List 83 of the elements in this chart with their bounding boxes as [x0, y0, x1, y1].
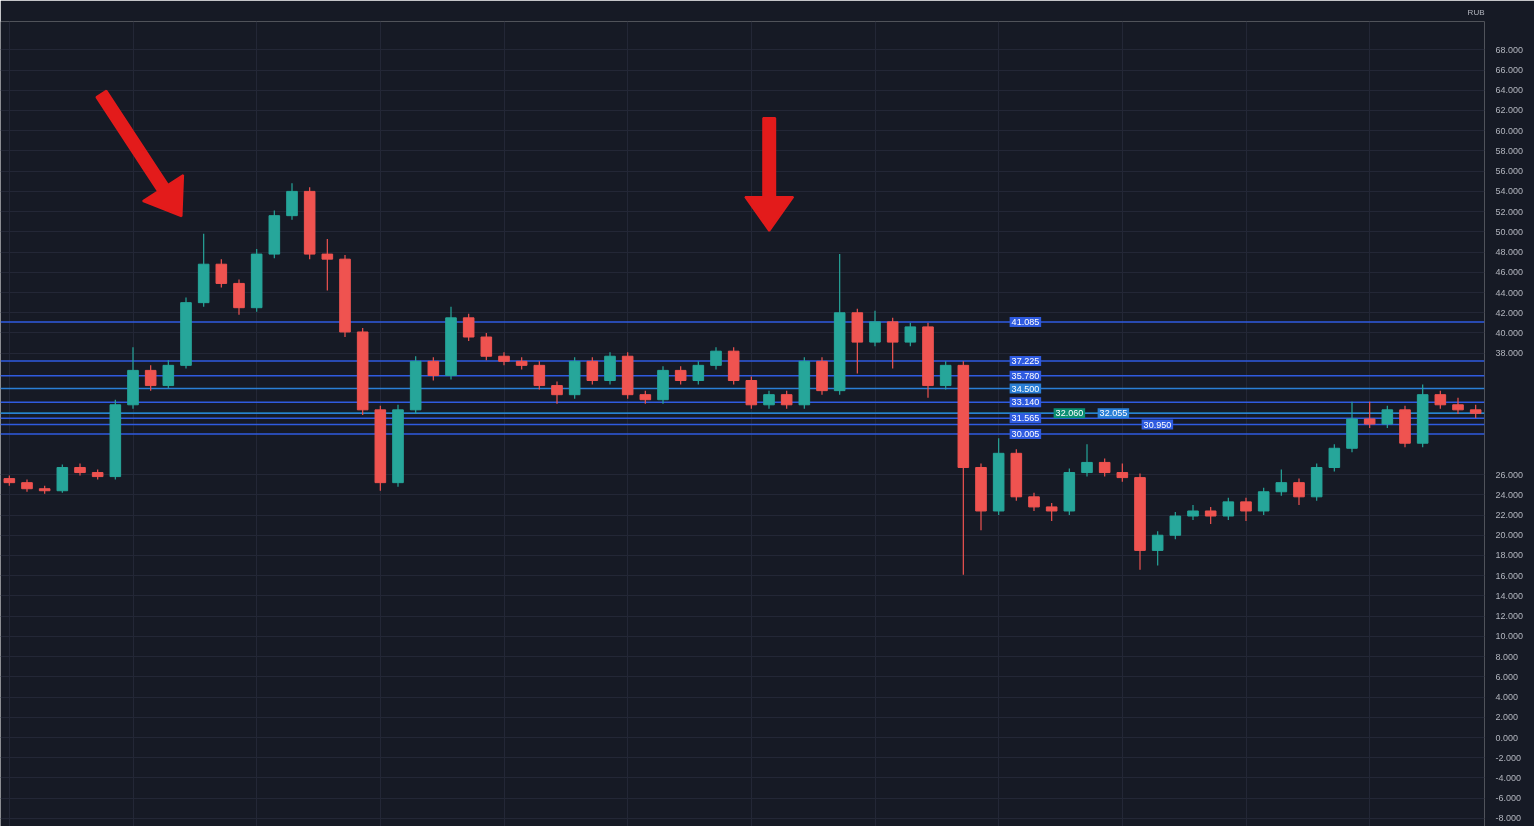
candlestick: [710, 346, 722, 370]
ref-line-label: 32.060: [1055, 408, 1084, 419]
y-tick-label: 68.000: [1495, 44, 1524, 55]
y-tick-label: 0.000: [1495, 732, 1519, 743]
y-tick-label: 56.000: [1495, 166, 1524, 177]
candlestick: [1293, 478, 1305, 506]
y-tick-label: 66.000: [1495, 65, 1524, 76]
y-tick-label: 22.000: [1495, 510, 1524, 521]
candlestick: [1222, 497, 1235, 521]
y-tick-label: 10.000: [1495, 631, 1524, 642]
ref-line-label: 35.780: [1011, 370, 1040, 381]
y-tick-label: -2.000: [1495, 752, 1522, 763]
y-tick-label: 2.000: [1495, 712, 1519, 723]
candlestick: [1452, 397, 1464, 415]
candlestick: [1240, 497, 1252, 522]
y-tick-label: 38.000: [1495, 348, 1524, 359]
candlestick: [1045, 502, 1058, 522]
candlestick: [1363, 401, 1376, 429]
y-tick-label: 52.000: [1495, 206, 1524, 217]
candlestick: [674, 365, 687, 386]
candlestick: [869, 310, 881, 347]
candlestick: [1381, 405, 1394, 429]
ref-line-label: 37.225: [1011, 356, 1040, 367]
candlestick: [1275, 468, 1288, 497]
candlestick: [1169, 511, 1182, 540]
y-tick-label: 18.000: [1495, 550, 1524, 561]
y-tick-label: 26.000: [1495, 469, 1524, 480]
candlestick: [780, 390, 793, 410]
candlestick: [144, 364, 157, 392]
y-tick-label: 6.000: [1495, 671, 1519, 682]
y-tick-label: 50.000: [1495, 226, 1524, 237]
ref-line-label: 31.565: [1011, 413, 1040, 424]
candlestick: [886, 317, 899, 369]
candlestick: [939, 360, 952, 391]
candlestick: [321, 238, 334, 292]
ref-line-label: 33.140: [1011, 397, 1040, 408]
ref-line-label: 30.950: [1143, 419, 1172, 430]
candlestick: [74, 462, 86, 477]
candlestick: [1328, 443, 1341, 473]
candlestick: [551, 380, 563, 405]
y-tick-label: 16.000: [1495, 570, 1524, 581]
y-tick-label: 48.000: [1495, 247, 1524, 258]
candlestick: [904, 322, 917, 347]
y-tick-label: 42.000: [1495, 307, 1524, 318]
candlestick: [1116, 462, 1129, 483]
y-tick-label: 24.000: [1495, 489, 1524, 500]
y-tick-label: -4.000: [1495, 772, 1522, 783]
candlestick: [1098, 457, 1111, 478]
y-tick-label: 64.000: [1495, 85, 1524, 96]
y-tick-label: -6.000: [1495, 793, 1522, 804]
ref-line-label: 41.085: [1011, 317, 1040, 328]
candlestick: [1028, 492, 1040, 512]
y-tick-label: 54.000: [1495, 186, 1524, 197]
candlestick: [763, 390, 775, 410]
y-tick-label: 20.000: [1495, 530, 1524, 541]
candlestick: [215, 258, 228, 289]
candlestick: [162, 359, 175, 390]
y-tick-label: 40.000: [1495, 327, 1524, 338]
candlestick: [1151, 530, 1164, 567]
y-tick-label: 46.000: [1495, 267, 1524, 278]
candlestick: [480, 332, 493, 361]
candlestick: [56, 463, 69, 494]
candlestick: [1257, 487, 1270, 516]
y-tick-label: 4.000: [1495, 692, 1519, 703]
y-tick-label: 62.000: [1495, 105, 1524, 116]
y-tick-label: 44.000: [1495, 287, 1524, 298]
ref-line-label: 30.005: [1011, 429, 1040, 440]
y-tick-label: 14.000: [1495, 590, 1524, 601]
ref-line-label: 32.055: [1099, 408, 1128, 419]
candlestick: [427, 356, 440, 382]
candlestick: [1081, 443, 1093, 478]
y-tick-label: 12.000: [1495, 611, 1524, 622]
candlestick: [1434, 390, 1447, 410]
candlestick: [692, 360, 705, 386]
ref-line-label: 34.500: [1011, 383, 1040, 394]
y-tick-label: -8.000: [1495, 813, 1522, 824]
y-axis-title: RUB: [1467, 7, 1485, 17]
y-tick-label: 60.000: [1495, 125, 1524, 136]
candlestick: [586, 356, 599, 386]
candlestick: [462, 313, 475, 342]
y-tick-label: 8.000: [1495, 651, 1519, 662]
y-tick-label: 58.000: [1495, 145, 1524, 156]
candlestick: [533, 360, 546, 391]
